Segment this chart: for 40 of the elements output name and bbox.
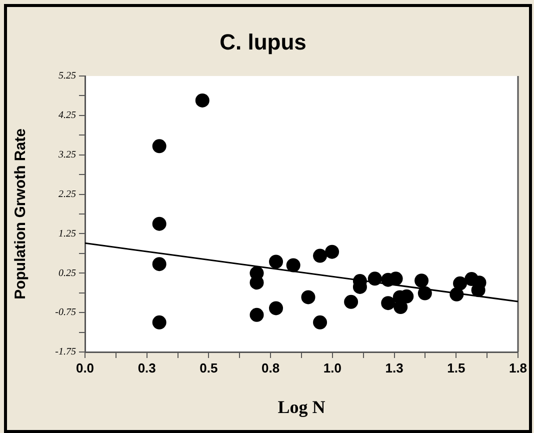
point <box>325 244 340 259</box>
y-tick-label: 1.25 <box>58 228 76 240</box>
x-tick-label: 1.5 <box>447 360 466 376</box>
x-tick-label: 1.8 <box>508 360 528 376</box>
point <box>250 308 264 322</box>
point <box>418 286 432 300</box>
point <box>195 93 210 108</box>
x-tick-label: 0.0 <box>76 360 94 376</box>
point <box>313 248 328 263</box>
x-tick-label: 0.8 <box>262 360 280 376</box>
x-tick-label: 0.5 <box>200 360 218 376</box>
point <box>313 315 328 330</box>
point <box>368 272 382 286</box>
y-tick-label: 2.25 <box>58 188 76 200</box>
y-tick-label: -1.75 <box>55 346 76 358</box>
point <box>152 139 166 154</box>
point <box>344 294 358 309</box>
point <box>453 276 468 290</box>
point <box>381 296 396 310</box>
x-tick-label: 1.0 <box>323 360 342 376</box>
point <box>152 257 166 272</box>
point <box>286 258 300 272</box>
point <box>152 315 166 330</box>
x-tick-label: 0.3 <box>138 360 156 376</box>
y-tick-label: 4.25 <box>58 110 76 122</box>
x-axis-title: Log N <box>278 396 326 417</box>
point <box>152 216 166 231</box>
y-tick-label: 3.25 <box>58 149 76 160</box>
point <box>450 287 464 302</box>
point <box>269 301 283 316</box>
x-tick-label: 1.3 <box>385 360 404 376</box>
point <box>301 290 316 304</box>
point <box>414 274 429 288</box>
y-tick-label: 5.25 <box>58 70 76 82</box>
y-axis-title: Population Grwoth Rate <box>12 128 30 300</box>
chart-title: C. lupus <box>220 29 306 54</box>
y-tick-label: 0.25 <box>58 268 76 279</box>
point <box>250 276 264 290</box>
y-tick-label: -0.75 <box>55 307 76 318</box>
point <box>269 254 283 269</box>
